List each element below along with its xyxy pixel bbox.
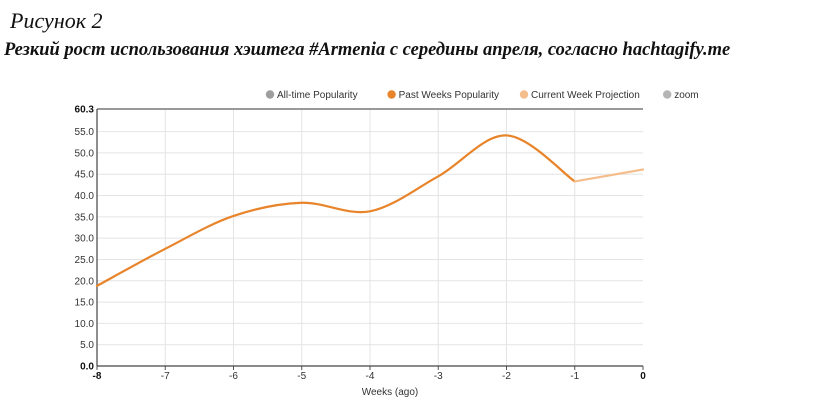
x-tick-label: 0 (640, 371, 646, 382)
x-tick-label: -4 (366, 371, 375, 382)
data-point-past-weeks-popularity[interactable] (299, 200, 304, 205)
legend-label: zoom (674, 90, 698, 101)
x-tick-label: -3 (434, 371, 443, 382)
legend-item-current-week-projection[interactable]: Current Week Projection (519, 90, 640, 101)
legend-label: Current Week Projection (531, 90, 640, 101)
series-line-current-week-projection (573, 168, 645, 183)
data-point-past-weeks-popularity[interactable] (95, 283, 100, 288)
x-tick-label: -1 (570, 371, 579, 382)
data-point-past-weeks-popularity[interactable] (163, 246, 168, 251)
data-point-current-week-projection[interactable] (572, 179, 577, 184)
y-tick-label: 5.0 (80, 340, 94, 351)
y-tick-label: 35.0 (75, 212, 95, 223)
y-tick-label: 60.3 (75, 105, 95, 116)
legend-marker-icon (387, 90, 396, 99)
y-tick-label: 45.0 (75, 170, 95, 181)
legend-marker-icon (265, 90, 275, 99)
data-point-past-weeks-popularity[interactable] (231, 213, 236, 218)
data-point-past-weeks-popularity[interactable] (436, 174, 441, 179)
figure-title: Резкий рост использования хэштега #Armen… (4, 40, 731, 60)
x-axis-title: Weeks (ago) (362, 387, 419, 398)
data-point-current-week-projection[interactable] (641, 167, 646, 172)
legend-label: All-time Popularity (277, 90, 358, 101)
legend-marker-icon (663, 90, 672, 99)
y-tick-label: 0.0 (80, 362, 94, 373)
data-point-past-weeks-popularity[interactable] (368, 209, 373, 214)
y-tick-label: 10.0 (75, 319, 95, 330)
y-tick-label: 15.0 (75, 298, 95, 309)
legend[interactable]: All-time Popularity Past Weeks Popularity… (265, 90, 699, 101)
y-tick-label: 20.0 (75, 276, 95, 287)
y-tick-label: 30.0 (75, 234, 95, 245)
y-tick-label: 50.0 (75, 148, 95, 159)
x-tick-label: -6 (229, 371, 238, 382)
grid (97, 109, 643, 366)
legend-marker-icon (519, 90, 529, 99)
axes: 0.0 5.0 10.0 15.0 20.0 25.0 30.0 35.0 40.0 45.0 50… (75, 105, 647, 383)
y-tick-label: 25.0 (75, 255, 95, 266)
series-layer (95, 133, 646, 288)
x-tick-label: -5 (297, 371, 306, 382)
legend-item-all-time-popularity[interactable]: All-time Popularity (265, 90, 358, 101)
x-tick-label: -8 (93, 371, 102, 382)
legend-item-past-weeks-popularity[interactable]: Past Weeks Popularity (387, 90, 499, 101)
legend-label: Past Weeks Popularity (399, 90, 499, 101)
figure-caption: Рисунок 2 (10, 8, 103, 33)
y-tick-label: 40.0 (75, 191, 95, 202)
x-tick-label: -7 (161, 371, 170, 382)
legend-item-zoom[interactable]: zoom (663, 90, 699, 101)
x-tick-label: -2 (502, 371, 511, 382)
data-point-past-weeks-popularity[interactable] (504, 133, 509, 138)
y-tick-label: 55.0 (75, 127, 95, 138)
series-line-past-weeks-popularity (95, 134, 576, 287)
